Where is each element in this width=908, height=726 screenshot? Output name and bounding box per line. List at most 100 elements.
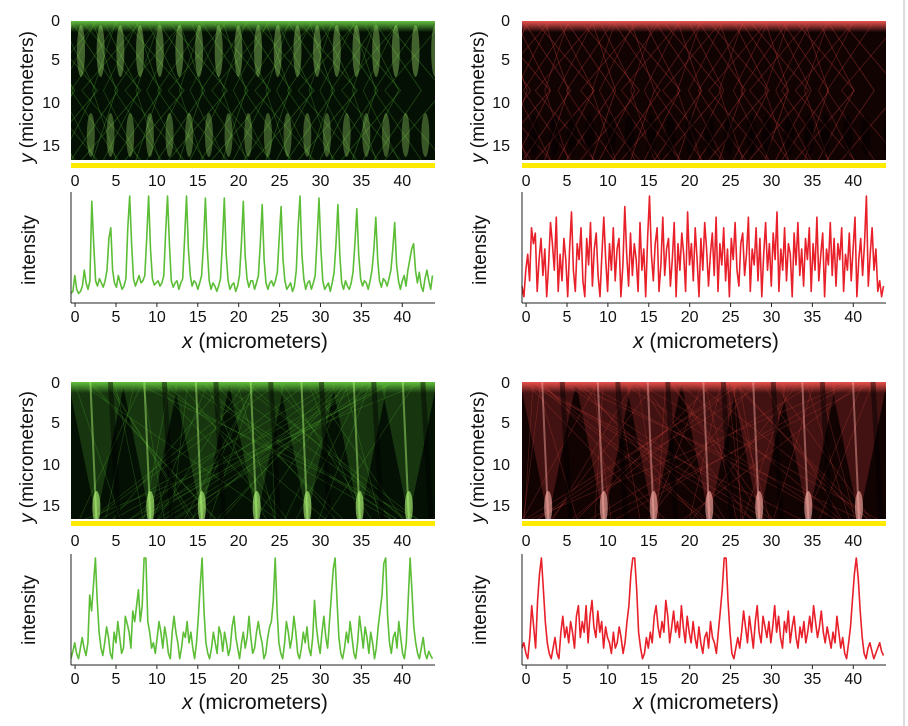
- bottom-right-xtick-label: 40: [844, 533, 862, 550]
- top-right-y-axis-label-variable: y: [468, 152, 489, 165]
- bottom-left-profile-x-axis-label-unit: (micrometers): [193, 691, 328, 714]
- bottom-right-profile-series-line: [521, 557, 885, 660]
- top-right-field: [522, 21, 886, 160]
- top-left-xtick-label: 10: [148, 173, 166, 190]
- top-right-profile-x-axis-label-unit: (micrometers): [644, 330, 779, 353]
- bottom-right-profile-xtick-label: 25: [722, 671, 740, 688]
- bottom-right-y-axis-label-unit: (micrometers): [468, 391, 489, 513]
- bottom-left-field: [71, 382, 435, 519]
- bottom-left-profile-xtick-label: 35: [352, 671, 370, 688]
- top-left-xtick-label: 0: [71, 173, 80, 190]
- top-right-profile-xtick-label: 5: [563, 309, 572, 326]
- top-left-rays: [71, 21, 435, 160]
- bottom-right-ytick-label: 0: [501, 375, 510, 392]
- top-right-xtick-label: 0: [522, 173, 531, 190]
- top-left-profile-xtick-label: 5: [112, 309, 121, 326]
- top-right-xtick-label: 10: [599, 173, 617, 190]
- top-left-ytick-label: 0: [51, 13, 60, 30]
- top-left-y-axis-label-unit: (micrometers): [17, 31, 38, 153]
- top-left-profile-x-axis-label-unit: (micrometers): [193, 330, 328, 353]
- top-right-xtick-label: 30: [763, 173, 781, 190]
- top-left-profile-xtick-label: 20: [230, 309, 248, 326]
- bottom-left-ytick-label: 10: [42, 457, 60, 474]
- top-left-profile-xtick-label: 15: [189, 309, 207, 326]
- bottom-right-xtick-label: 35: [803, 533, 821, 550]
- bottom-right-xtick-label: 15: [640, 533, 658, 550]
- bottom-left-xtick-label: 0: [71, 533, 80, 550]
- bottom-left-profile-xtick-label: 25: [271, 671, 289, 688]
- bottom-left-profile-xtick-label: 30: [312, 671, 330, 688]
- bottom-right-profile-x-axis-label-unit: (micrometers): [644, 691, 779, 714]
- top-right-xtick-label: 35: [803, 173, 821, 190]
- bottom-left-profile-x-axis-label-variable: x: [181, 691, 194, 714]
- top-right-ytick-label: 10: [492, 95, 510, 112]
- top-left-xtick-label: 35: [352, 173, 370, 190]
- bottom-right-profile-xtick-label: 20: [681, 671, 699, 688]
- top-right-rays: [522, 21, 886, 160]
- top-left-profile-series-line: [70, 195, 434, 295]
- bottom-right-profile-x-axis-label: x (micrometers): [632, 691, 779, 714]
- top-right-profile-xtick-label: 30: [763, 309, 781, 326]
- top-right-profile-xtick-label: 20: [681, 309, 699, 326]
- bottom-left-xtick-label: 20: [230, 533, 248, 550]
- top-left-profile-xtick-label: 10: [148, 309, 166, 326]
- top-left-profile-xtick-label: 0: [71, 309, 80, 326]
- bottom-left-heatmap: [71, 382, 435, 526]
- bottom-right-xtick-label: 25: [722, 533, 740, 550]
- top-right-profile-xtick-label: 25: [722, 309, 740, 326]
- bottom-right-xtick-label: 5: [563, 533, 572, 550]
- top-left-ytick-label: 15: [42, 138, 60, 155]
- top-right-profile-xtick-label: 35: [803, 309, 821, 326]
- top-left-xtick-label: 15: [189, 173, 207, 190]
- top-right-xtick-label: 20: [681, 173, 699, 190]
- bottom-left-y-axis-label-variable: y: [17, 512, 38, 525]
- top-right-xtick-label: 40: [844, 173, 862, 190]
- top-left-profile-x-axis-label-variable: x: [181, 330, 194, 353]
- top-right-profile-x-axis-label: x (micrometers): [632, 330, 779, 353]
- top-left-xtick-label: 25: [271, 173, 289, 190]
- bottom-left-ytick-label: 0: [51, 375, 60, 392]
- top-right-ytick-label: 5: [501, 52, 510, 69]
- top-left-profile-xtick-label: 35: [352, 309, 370, 326]
- top-right-profile-x-axis-label-variable: x: [632, 330, 645, 353]
- top-left-profile-xtick-label: 25: [271, 309, 289, 326]
- bottom-right-profile-xtick-label: 40: [844, 671, 862, 688]
- top-left-y-axis-label-variable: y: [17, 152, 38, 165]
- top-right-source-strip: [522, 163, 886, 168]
- top-left-ytick-label: 10: [42, 95, 60, 112]
- top-right-ytick-label: 15: [492, 138, 510, 155]
- bottom-left-xtick-label: 10: [148, 533, 166, 550]
- bottom-left-profile-intensity-label: intensity: [19, 575, 40, 645]
- bottom-left-profile-xtick-label: 15: [189, 671, 207, 688]
- bottom-left-xtick-label: 25: [271, 533, 289, 550]
- bottom-left-rays: [71, 382, 435, 519]
- bottom-right-xtick-label: 30: [763, 533, 781, 550]
- bottom-left-y-axis-label: y (micrometers): [17, 391, 38, 525]
- top-right-profile-series-line: [521, 195, 885, 298]
- bottom-right-ytick-label: 15: [492, 498, 510, 515]
- top-right-profile-xtick-label: 40: [844, 309, 862, 326]
- bottom-right-ytick-label: 10: [492, 457, 510, 474]
- bottom-right-profile-xtick-label: 35: [803, 671, 821, 688]
- bottom-right-y-axis-label-variable: y: [468, 512, 489, 525]
- top-left-ytick-label: 5: [51, 52, 60, 69]
- top-right-profile-xtick-label: 15: [640, 309, 658, 326]
- bottom-left-xtick-label: 40: [393, 533, 411, 550]
- top-left-y-axis-label: y (micrometers): [17, 31, 38, 165]
- top-left-xtick-label: 20: [230, 173, 248, 190]
- bottom-left-xtick-label: 5: [112, 533, 121, 550]
- top-right-xtick-label: 15: [640, 173, 658, 190]
- bottom-right-field: [522, 382, 886, 519]
- bottom-right-xtick-label: 20: [681, 533, 699, 550]
- bottom-right-y-axis-label: y (micrometers): [468, 391, 489, 525]
- top-left-xtick-label: 40: [393, 173, 411, 190]
- top-right-profile-xtick-label: 0: [522, 309, 531, 326]
- bottom-right-rays: [522, 382, 886, 519]
- top-right-y-axis-label-unit: (micrometers): [468, 31, 489, 153]
- bottom-left-xtick-label: 30: [312, 533, 330, 550]
- top-left-xtick-label: 5: [112, 173, 121, 190]
- bottom-left-profile-xtick-label: 20: [230, 671, 248, 688]
- bottom-right-heatmap: [522, 382, 886, 526]
- bottom-left-xtick-label: 15: [189, 533, 207, 550]
